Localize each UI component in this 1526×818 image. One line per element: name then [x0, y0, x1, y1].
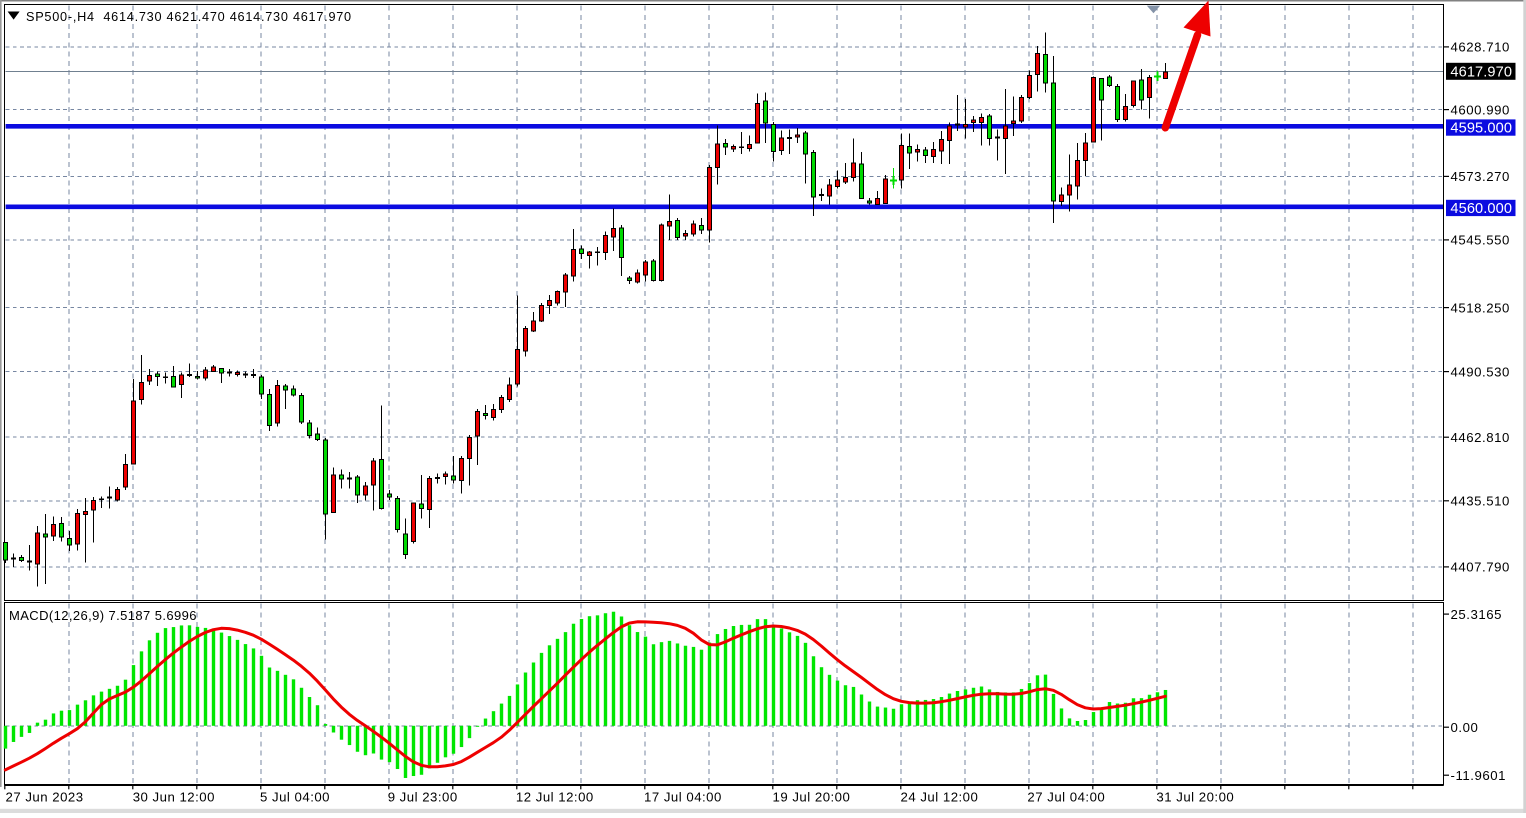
svg-text:4617.970: 4617.970	[1450, 65, 1512, 81]
svg-text:-11.9601: -11.9601	[1451, 768, 1506, 783]
svg-text:19 Jul 20:00: 19 Jul 20:00	[773, 790, 851, 805]
svg-text:4518.250: 4518.250	[1451, 300, 1510, 315]
svg-text:4407.790: 4407.790	[1451, 560, 1510, 575]
svg-text:4628.710: 4628.710	[1451, 40, 1510, 55]
svg-text:4595.000: 4595.000	[1450, 121, 1512, 137]
svg-text:12 Jul 12:00: 12 Jul 12:00	[516, 790, 594, 805]
svg-text:4462.810: 4462.810	[1451, 430, 1510, 445]
svg-text:4600.990: 4600.990	[1451, 102, 1510, 117]
svg-text:4560.000: 4560.000	[1450, 201, 1512, 217]
svg-text:4573.270: 4573.270	[1451, 169, 1510, 184]
svg-text:SP500-,H4 4614.730 4621.470 4: SP500-,H4 4614.730 4621.470 4614.730 461…	[26, 10, 352, 24]
svg-text:24 Jul 12:00: 24 Jul 12:00	[901, 790, 979, 805]
svg-text:5 Jul 04:00: 5 Jul 04:00	[260, 790, 330, 805]
svg-text:25.3165: 25.3165	[1451, 607, 1503, 622]
svg-text:27 Jun 2023: 27 Jun 2023	[6, 790, 84, 805]
svg-text:27 Jul 04:00: 27 Jul 04:00	[1027, 790, 1105, 805]
svg-text:4435.510: 4435.510	[1451, 494, 1510, 509]
svg-text:MACD(12,26,9) 7.5187 5.6996: MACD(12,26,9) 7.5187 5.6996	[9, 608, 197, 623]
svg-text:31 Jul 20:00: 31 Jul 20:00	[1156, 790, 1234, 805]
svg-text:4545.550: 4545.550	[1451, 233, 1510, 248]
svg-text:4490.530: 4490.530	[1451, 364, 1510, 379]
svg-text:17 Jul 04:00: 17 Jul 04:00	[644, 790, 722, 805]
svg-text:0.00: 0.00	[1451, 720, 1479, 735]
svg-text:9 Jul 23:00: 9 Jul 23:00	[388, 790, 458, 805]
svg-text:30 Jun 12:00: 30 Jun 12:00	[133, 790, 215, 805]
